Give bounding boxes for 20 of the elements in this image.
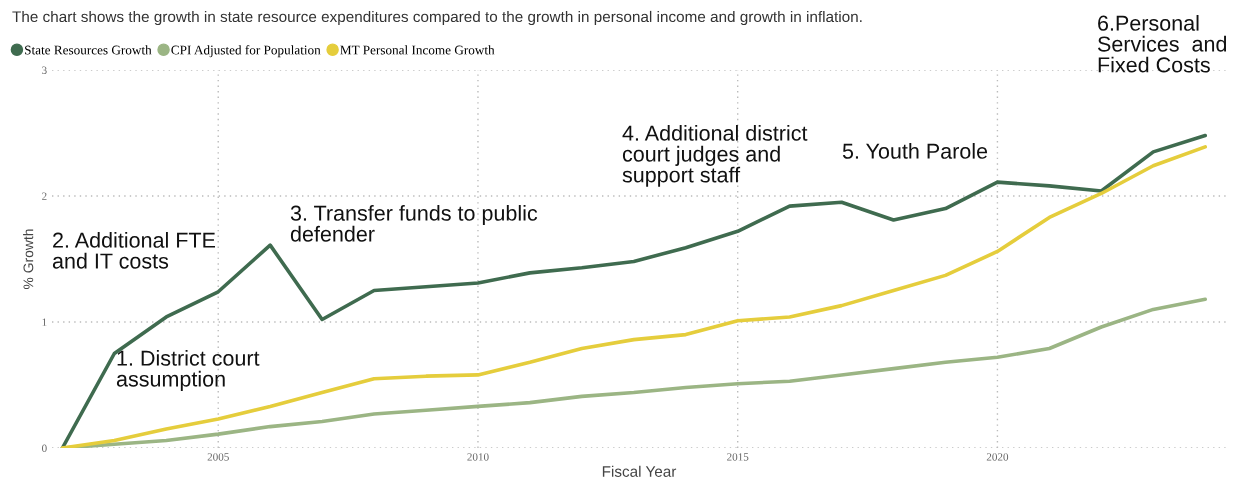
legend-label: MT Personal Income Growth <box>340 45 495 55</box>
x-axis-title: Fiscal Year <box>602 465 677 477</box>
annotation: 3. Transfer funds to public defender <box>290 205 538 242</box>
y-tick-label: 0 <box>42 444 47 452</box>
x-tick-label: 2020 <box>986 453 1009 461</box>
chart-title: The chart shows the growth in state resource expenditures compared to the growth in personal income and growth in inflation. <box>12 10 862 26</box>
y-axis-title: % Growth <box>23 229 34 289</box>
x-tick-label: 2015 <box>727 453 749 461</box>
annotation: 5. Youth Parole <box>842 143 988 159</box>
annotation: 1. District court assumption <box>116 350 260 391</box>
x-tick-label: 2010 <box>467 453 489 461</box>
legend-label: State Resources Growth <box>25 45 152 55</box>
y-tick-label: 3 <box>42 66 47 74</box>
annotation: 6.Personal Services and Fixed Costs <box>1097 15 1227 73</box>
annotation: 4. Additional district court judges and support staff <box>622 125 808 187</box>
y-tick-label: 2 <box>42 192 47 200</box>
annotation: 2. Additional FTE and IT costs <box>52 232 216 269</box>
y-tick-label: 1 <box>42 318 47 326</box>
legend-label: CPI Adjusted for Population <box>171 45 321 58</box>
x-tick-label: 2005 <box>207 453 229 461</box>
